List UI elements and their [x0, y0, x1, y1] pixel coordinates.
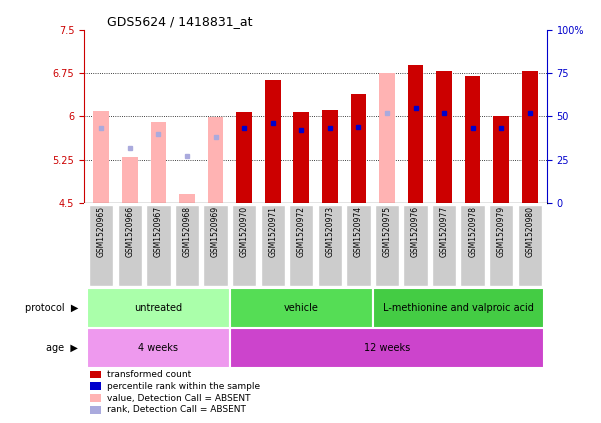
Text: GSM1520978: GSM1520978 — [468, 206, 477, 257]
Text: rank, Detection Call = ABSENT: rank, Detection Call = ABSENT — [107, 405, 246, 415]
Text: 4 weeks: 4 weeks — [138, 343, 178, 353]
FancyBboxPatch shape — [232, 205, 256, 286]
FancyBboxPatch shape — [375, 205, 399, 286]
Text: GSM1520972: GSM1520972 — [297, 206, 306, 257]
Text: GSM1520969: GSM1520969 — [211, 206, 220, 257]
Text: GSM1520976: GSM1520976 — [411, 206, 420, 257]
Text: 12 weeks: 12 weeks — [364, 343, 410, 353]
Text: GDS5624 / 1418831_at: GDS5624 / 1418831_at — [108, 16, 253, 28]
Bar — [407, 66, 423, 203]
Text: GSM1520975: GSM1520975 — [382, 206, 391, 257]
FancyBboxPatch shape — [346, 205, 370, 286]
Bar — [208, 118, 224, 203]
FancyBboxPatch shape — [373, 288, 544, 328]
Text: GSM1520979: GSM1520979 — [496, 206, 505, 257]
Text: GSM1520977: GSM1520977 — [439, 206, 448, 257]
FancyBboxPatch shape — [460, 205, 485, 286]
Bar — [151, 122, 166, 203]
Text: value, Detection Call = ABSENT: value, Detection Call = ABSENT — [107, 393, 251, 403]
Bar — [93, 110, 109, 203]
Bar — [522, 71, 538, 203]
Bar — [493, 116, 509, 203]
Bar — [122, 157, 138, 203]
FancyBboxPatch shape — [146, 205, 171, 286]
Text: percentile rank within the sample: percentile rank within the sample — [107, 382, 260, 391]
Bar — [436, 71, 452, 203]
FancyBboxPatch shape — [175, 205, 199, 286]
FancyBboxPatch shape — [489, 205, 513, 286]
Text: GSM1520980: GSM1520980 — [525, 206, 534, 257]
Text: GSM1520966: GSM1520966 — [126, 206, 135, 257]
Bar — [293, 112, 309, 203]
FancyBboxPatch shape — [87, 288, 230, 328]
Bar — [179, 194, 195, 203]
Text: transformed count: transformed count — [107, 370, 191, 379]
FancyBboxPatch shape — [318, 205, 342, 286]
Bar — [350, 94, 366, 203]
FancyBboxPatch shape — [289, 205, 313, 286]
Bar — [379, 73, 395, 203]
FancyBboxPatch shape — [261, 205, 285, 286]
Text: GSM1520971: GSM1520971 — [268, 206, 277, 257]
Text: L-methionine and valproic acid: L-methionine and valproic acid — [383, 303, 534, 313]
FancyBboxPatch shape — [432, 205, 456, 286]
Text: GSM1520967: GSM1520967 — [154, 206, 163, 257]
Bar — [322, 110, 338, 203]
Bar — [265, 80, 281, 203]
Text: GSM1520965: GSM1520965 — [97, 206, 106, 257]
FancyBboxPatch shape — [87, 328, 230, 368]
Text: GSM1520974: GSM1520974 — [354, 206, 363, 257]
FancyBboxPatch shape — [517, 205, 542, 286]
Bar — [236, 112, 252, 203]
Text: age  ▶: age ▶ — [46, 343, 78, 353]
Text: GSM1520968: GSM1520968 — [183, 206, 192, 257]
FancyBboxPatch shape — [403, 205, 428, 286]
Text: GSM1520973: GSM1520973 — [325, 206, 334, 257]
FancyBboxPatch shape — [118, 205, 142, 286]
Bar — [465, 77, 480, 203]
Text: vehicle: vehicle — [284, 303, 319, 313]
Text: protocol  ▶: protocol ▶ — [25, 303, 78, 313]
Text: untreated: untreated — [135, 303, 183, 313]
FancyBboxPatch shape — [230, 288, 373, 328]
Text: GSM1520970: GSM1520970 — [240, 206, 249, 257]
FancyBboxPatch shape — [89, 205, 114, 286]
FancyBboxPatch shape — [230, 328, 544, 368]
FancyBboxPatch shape — [203, 205, 228, 286]
